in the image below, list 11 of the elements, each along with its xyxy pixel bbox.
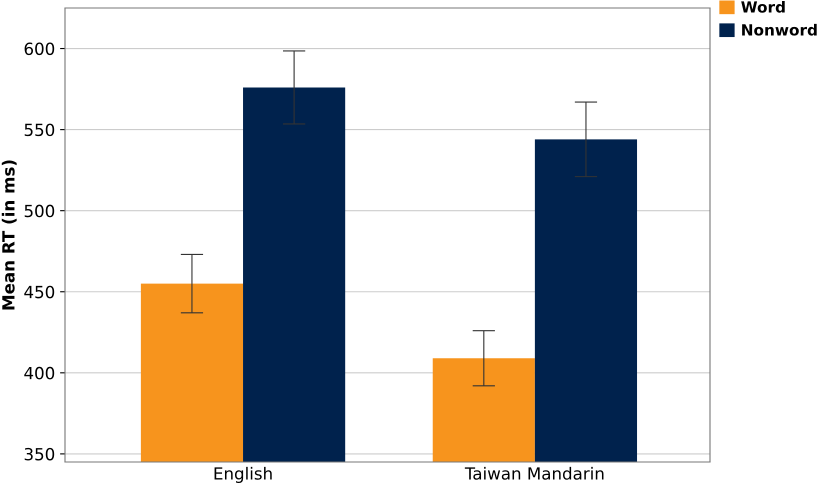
legend-label: Word [741,0,785,13]
y-tick-label: 400 [24,366,54,380]
y-axis-title: Mean RT (in ms) [2,160,17,310]
legend-label: Nonword [742,24,817,36]
y-tick-label: 550 [24,124,54,136]
y-tick-label: 350 [24,448,54,460]
x-tick-label: Taiwan Mandarin [464,466,604,480]
x-tick-label: English [214,466,272,483]
y-tick-label: 500 [24,204,54,218]
y-tick-label: 450 [24,286,54,298]
y-tick-label: 600 [24,42,54,56]
